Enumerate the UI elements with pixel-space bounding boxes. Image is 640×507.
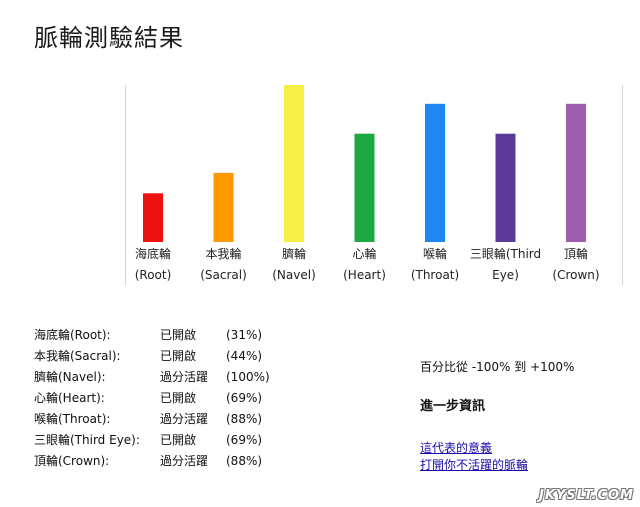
chart-x-labels: 海底輪(Root) 本我輪(Sacral) 臍輪(Navel) 心輪(Heart) 喉輪… <box>135 246 600 282</box>
chakra-percent: (69%) <box>226 432 263 447</box>
bar-6 <box>566 103 586 242</box>
table-row: 海底輪(Root): 已開啟 (31%) <box>34 324 270 345</box>
chakra-percent: (69%) <box>226 390 263 405</box>
chakra-name: 臍輪(Navel): <box>34 370 106 384</box>
meaning-link[interactable]: 這代表的意義 <box>420 441 493 455</box>
chakra-bar-chart: 海底輪(Root) 本我輪(Sacral) 臍輪(Navel) 心輪(Heart) 喉輪… <box>125 85 623 285</box>
chakra-name: 本我輪(Sacral): <box>34 349 121 363</box>
bar-4 <box>425 103 445 242</box>
chakra-percent: (31%) <box>226 327 263 342</box>
bar-2 <box>284 85 304 242</box>
chakra-name: 頂輪(Crown): <box>34 454 110 468</box>
chakra-state: 過分活躍 <box>160 412 209 426</box>
bar-0 <box>143 193 163 242</box>
x-tick-label: 心輪(Heart) <box>343 246 386 282</box>
page-title: 脈輪測驗結果 <box>34 24 184 52</box>
table-row: 三眼輪(Third Eye): 已開啟 (69%) <box>34 429 270 450</box>
chakra-name: 心輪(Heart): <box>34 391 105 405</box>
x-tick-label: 頂輪(Crown) <box>552 246 599 282</box>
chakra-state: 已開啟 <box>160 349 197 363</box>
chakra-state: 已開啟 <box>160 328 197 342</box>
chakra-summary-table: 海底輪(Root): 已開啟 (31%) 本我輪(Sacral): 已開啟 (4… <box>34 324 270 471</box>
chakra-percent: (88%) <box>226 411 263 426</box>
table-row: 頂輪(Crown): 過分活躍 (88%) <box>34 450 270 471</box>
site-watermark: JKYSLT.COM <box>539 488 634 503</box>
info-panel: 百分比從 -100% 到 +100% 進一步資訊 這代表的意義 打開你不活躍的脈… <box>420 358 574 474</box>
chart-bars <box>143 85 586 242</box>
chakra-state: 已開啟 <box>160 433 197 447</box>
chakra-percent: (88%) <box>226 453 263 468</box>
chakra-name: 三眼輪(Third Eye): <box>34 433 140 447</box>
table-row: 本我輪(Sacral): 已開啟 (44%) <box>34 345 270 366</box>
bar-5 <box>495 133 516 242</box>
chakra-percent: (44%) <box>226 348 263 363</box>
chakra-percent: (100%) <box>226 369 270 384</box>
table-row: 心輪(Heart): 已開啟 (69%) <box>34 387 270 408</box>
chakra-state: 過分活躍 <box>160 370 209 384</box>
x-tick-label: 臍輪(Navel) <box>272 246 316 282</box>
more-info-heading: 進一步資訊 <box>420 399 486 414</box>
range-note: 百分比從 -100% 到 +100% <box>420 360 575 374</box>
table-row: 喉輪(Throat): 過分活躍 (88%) <box>34 408 270 429</box>
chakra-state: 已開啟 <box>160 391 197 405</box>
open-inactive-chakras-link[interactable]: 打開你不活躍的脈輪 <box>420 458 529 472</box>
chakra-name: 喉輪(Throat): <box>34 412 111 426</box>
x-tick-label: 喉輪(Throat) <box>411 246 459 282</box>
chakra-state: 過分活躍 <box>160 454 209 468</box>
x-tick-label: 本我輪(Sacral) <box>200 246 247 282</box>
table-row: 臍輪(Navel): 過分活躍 (100%) <box>34 366 270 387</box>
bar-1 <box>213 172 234 242</box>
bar-3 <box>354 133 375 242</box>
x-tick-label: 海底輪(Root) <box>135 246 172 282</box>
chakra-name: 海底輪(Root): <box>34 328 111 342</box>
x-tick-label: 三眼輪(Third Eye) <box>470 246 541 282</box>
